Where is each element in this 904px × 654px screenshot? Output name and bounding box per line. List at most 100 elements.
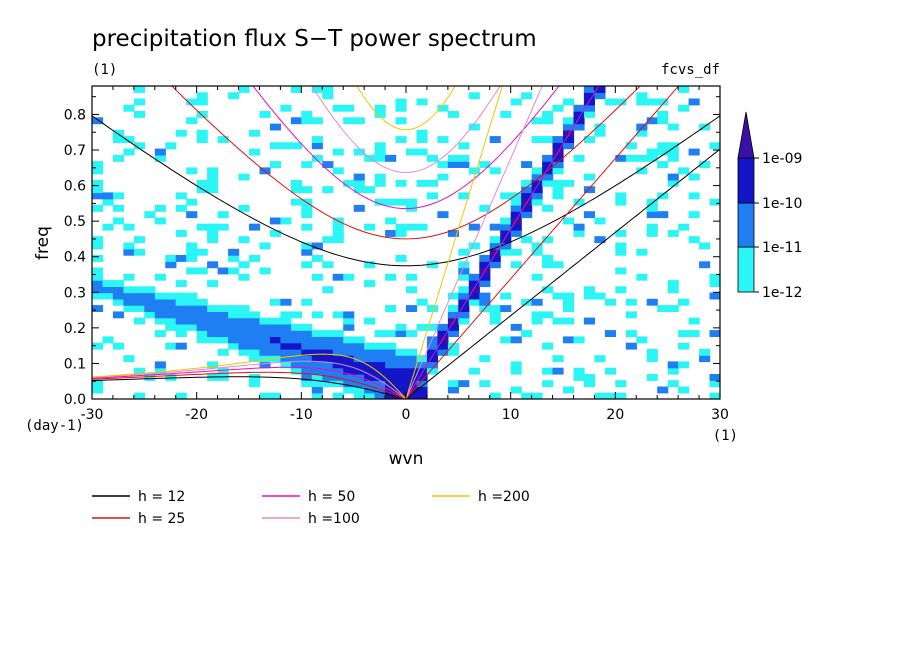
spectrum-cell (343, 317, 355, 325)
spectrum-cell (217, 323, 229, 331)
spectrum-cell (165, 342, 177, 350)
spectrum-cell (238, 311, 250, 319)
spectrum-cell (552, 192, 564, 200)
spectrum-cell (646, 154, 658, 162)
colorbar-segment (737, 202, 755, 248)
spectrum-cell (322, 236, 334, 244)
y-tick-label: 0.1 (64, 356, 86, 372)
spectrum-cell (228, 267, 240, 275)
y-axis: 0.0 0.1 0.2 0.3 0.4 0.5 0.6 0.7 0.8 (64, 96, 720, 408)
spectrum-cell (217, 223, 229, 231)
spectrum-cell (458, 261, 470, 269)
spectrum-cell (133, 142, 145, 150)
spectrum-cell (646, 198, 658, 206)
spectrum-cell (646, 355, 658, 363)
spectrum-cell (594, 92, 606, 100)
spectrum-cell (426, 154, 438, 162)
spectrum-cell (217, 311, 229, 319)
x-unit-label: (1) (713, 428, 738, 444)
spectrum-cell (552, 292, 564, 300)
spectrum-cell (625, 142, 637, 150)
spectrum-cell (269, 298, 281, 306)
spectrum-cell (322, 186, 334, 194)
spectrum-cell (102, 286, 114, 294)
spectrum-cell (112, 292, 124, 300)
spectrum-cell (290, 355, 302, 363)
spectrum-cell (699, 261, 711, 269)
spectrum-cell (175, 292, 187, 300)
spectrum-cell (280, 317, 292, 325)
spectrum-cell (364, 367, 376, 375)
spectrum-cell (615, 98, 627, 106)
spectrum-cell (583, 86, 595, 93)
spectrum-cell (458, 248, 470, 256)
spectrum-cell (552, 104, 564, 112)
spectrum-cell (636, 336, 648, 344)
x-axis-label: wvn (389, 449, 424, 469)
spectrum-cell (186, 242, 198, 250)
spectrum-cell (667, 286, 679, 294)
spectrum-cell (646, 211, 658, 219)
spectrum-cell (395, 255, 407, 262)
spectrum-cell (531, 192, 543, 200)
spectrum-cell (353, 342, 365, 350)
spectrum-cell (447, 342, 459, 350)
spectrum-cell (646, 298, 658, 306)
spectrum-cell (228, 255, 240, 262)
spectrum-cell (542, 204, 554, 212)
spectrum-cell (374, 348, 386, 356)
spectrum-cell (385, 386, 397, 394)
spectrum-cell (594, 236, 606, 244)
spectrum-cell (322, 286, 334, 294)
spectrum-cell (144, 311, 156, 319)
spectrum-cell (447, 154, 459, 162)
spectrum-cell (657, 305, 669, 312)
spectrum-cell (364, 223, 376, 231)
spectrum-cell (238, 273, 250, 281)
spectrum-cell (280, 298, 292, 306)
spectrum-cell (374, 355, 386, 363)
spectrum-cell (709, 273, 720, 281)
spectrum-cell (615, 286, 627, 294)
spectrum-cell (311, 330, 323, 337)
spectrum-cell (165, 142, 177, 150)
spectrum-cell (249, 374, 261, 381)
spectrum-cell (207, 330, 219, 337)
spectrum-cell (364, 380, 376, 388)
spectrum-cell (280, 104, 292, 112)
spectrum-cell (311, 142, 323, 150)
spectrum-cell (583, 186, 595, 194)
spectrum-cell (636, 248, 648, 256)
spectrum-cell (374, 179, 386, 187)
spectrum-cell (133, 236, 145, 244)
spectrum-cell (123, 242, 135, 250)
spectrum-cell (489, 255, 501, 262)
spectrum-cell (311, 348, 323, 356)
spectrum-cell (154, 204, 166, 212)
spectrum-cell (343, 361, 355, 369)
spectrum-cell (207, 280, 219, 287)
spectrum-cell (269, 336, 281, 344)
spectrum-cell (563, 123, 575, 131)
spectrum-cell (196, 111, 208, 118)
spectrum-cell (489, 236, 501, 244)
spectrum-cell (385, 361, 397, 369)
spectrum-cell (301, 336, 313, 344)
spectrum-cell (228, 336, 240, 344)
spectrum-cell (154, 273, 166, 281)
spectrum-cell (301, 330, 313, 337)
spectrum-cell (144, 305, 156, 312)
spectrum-cell (186, 311, 198, 319)
spectrum-cell (416, 386, 428, 394)
y-unit-label: (day-1) (25, 418, 84, 434)
spectrum-cell (552, 179, 564, 187)
spectrum-cell (353, 386, 365, 394)
spectrum-cell (688, 211, 700, 219)
spectrum-cell (332, 167, 344, 175)
spectrum-cell (332, 348, 344, 356)
spectrum-cell (583, 380, 595, 388)
spectrum-cell (364, 186, 376, 194)
spectrum-cell (364, 361, 376, 369)
spectrum-cell (395, 117, 407, 125)
spectrum-cell (102, 336, 114, 344)
